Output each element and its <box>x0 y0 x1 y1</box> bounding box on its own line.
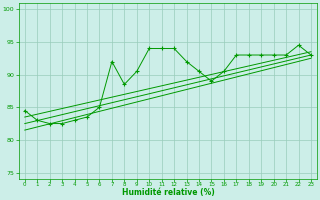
X-axis label: Humidité relative (%): Humidité relative (%) <box>122 188 214 197</box>
